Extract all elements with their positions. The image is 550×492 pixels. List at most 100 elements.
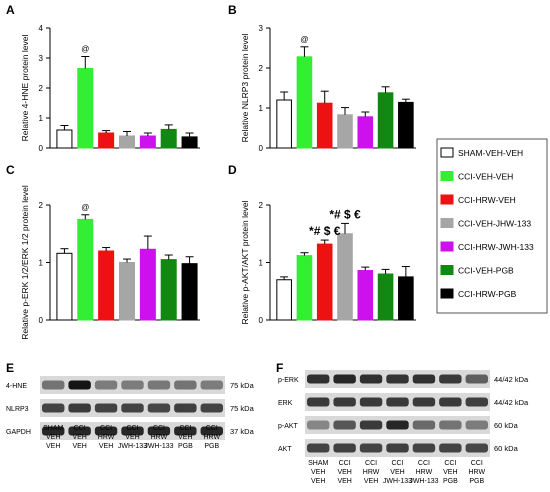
blot-f-lane-label: CCI (471, 460, 483, 467)
blot-f-lane-label: VEH (337, 478, 351, 485)
blot-f-band (465, 420, 488, 430)
panel-a-y-tick-label: 3 (39, 54, 44, 63)
panel-c-significance-mark: @ (81, 203, 89, 212)
blot-e-lane-label: CCI (126, 425, 138, 432)
blot-e-band (42, 380, 65, 390)
blot-e-lane-label: VEH (99, 443, 113, 450)
blot-f-band (307, 397, 330, 407)
panel-b-y-tick-label: 1 (259, 104, 264, 113)
panel-a-bar (181, 136, 198, 149)
blot-f-band (386, 443, 409, 453)
panel-a-bar (98, 132, 115, 149)
panel-b-y-label: Relative NLRP3 protein level (240, 34, 250, 143)
blot-f-band (307, 374, 330, 384)
blot-f-band (359, 420, 383, 430)
blot-f-kda-label: 44/42 kDa (494, 375, 529, 384)
panel-c-y-tick-label: 0 (39, 316, 44, 325)
panel-b-bar (377, 92, 394, 149)
blot-f-band (412, 374, 436, 384)
panel-d-significance-mark: *# $ € (309, 224, 341, 238)
blot-e-lane-label: SHAM (43, 425, 63, 432)
panel-d-y-tick-label: 2 (259, 201, 264, 210)
blot-f-kda-label: 44/42 kDa (494, 398, 529, 407)
legend-label: SHAM-VEH-VEH (458, 148, 523, 158)
panel-c-bar (77, 218, 94, 321)
panel-a-significance-mark: @ (81, 45, 89, 54)
panel-c-bar (181, 263, 198, 321)
panel-c-y-label: Relative p-ERK 1/2/ERK 1/2 protein level (20, 185, 30, 340)
blot-f-lane-label: JWH-133 (409, 478, 438, 485)
panel-d-y-tick-label: 1 (259, 259, 264, 268)
blot-e-lane-label: VEH (72, 434, 86, 441)
panel-d-bar (276, 279, 292, 321)
blot-f-band (465, 397, 488, 407)
legend-box (436, 138, 548, 314)
panel-d-y-label: Relative p-AKT/AKT protein level (240, 200, 250, 324)
panel-a-bar (139, 135, 156, 149)
blot-e-lane-label: CCI (153, 425, 165, 432)
panel-c-y-tick-label: 1 (39, 259, 44, 268)
blot-f-band (412, 443, 436, 453)
blot-e-lane-label: HRW (98, 434, 115, 441)
panel-a-bar (160, 128, 177, 149)
blot-f-lane-label: CCI (444, 460, 456, 467)
blot-e-band (42, 403, 65, 413)
blot-e-band (94, 403, 118, 413)
blot-e-lane-label: PGB (178, 443, 193, 450)
blot-e-kda-label: 37 kDa (230, 427, 255, 436)
legend-label: CCI-VEH-VEH (458, 172, 513, 182)
panel-a-letter: A (6, 3, 15, 17)
legend-label: CCI-HRW-PGB (458, 289, 517, 299)
blot-f-lane-label: HRW (416, 469, 433, 476)
blot-e-band (174, 380, 197, 390)
panel-b-bar (316, 102, 333, 149)
blot-e-lane-label: JWH-133 (118, 443, 147, 450)
blot-f-band (412, 397, 436, 407)
blot-e-band (121, 426, 144, 436)
panel-c-y-tick-label: 2 (39, 201, 44, 210)
blot-f-lane-label: PGB (443, 478, 458, 485)
blot-f-lane-label: HRW (363, 469, 380, 476)
panel-a-bar (56, 129, 73, 149)
blot-f-band (439, 397, 462, 407)
blot-e-band (68, 403, 91, 413)
panel-b-significance-mark: @ (300, 35, 308, 44)
panel-d-bar (398, 276, 414, 321)
blot-f-band (333, 443, 356, 453)
panel-d-bar (377, 273, 394, 321)
panel-b-letter: B (228, 3, 237, 17)
panel-c-bar (98, 250, 115, 321)
blot-e-band (174, 426, 197, 436)
legend-label: CCI-VEH-JHW-133 (458, 219, 531, 229)
blot-f-row-label: AKT (278, 446, 292, 453)
legend-swatch (440, 241, 454, 252)
blot-e-row-label: GAPDH (6, 429, 31, 436)
blot-e-band (68, 426, 91, 436)
blot-e-lane-label: PGB (204, 443, 219, 450)
panel-b-y-tick-label: 0 (259, 144, 264, 153)
panel-d-bar (357, 270, 374, 321)
panel-b-bar (398, 101, 414, 149)
blot-e-lane-label: CCI (206, 425, 218, 432)
panel-a-bar (77, 68, 94, 149)
blot-f-row-label: p-ERK (278, 377, 299, 384)
blot-f-band (439, 420, 462, 430)
legend-swatch (440, 194, 454, 205)
blot-e-letter: E (6, 361, 14, 375)
panel-c-bar (139, 248, 156, 321)
blot-f-lane-label: JWH-133 (383, 478, 412, 485)
panel-b-bar (357, 116, 374, 149)
panel-d-bar (316, 243, 333, 321)
blot-f-lane-label: CCI (339, 460, 351, 467)
blot-e-lane-label: HRW (151, 434, 168, 441)
legend-swatch (440, 218, 454, 228)
panel-d-significance-mark: *# $ € (329, 207, 361, 221)
blot-f-band (465, 374, 488, 384)
blot-e-lane-label: VEH (178, 434, 192, 441)
blot-f-lane-label: VEH (364, 478, 378, 485)
blot-f-row-label: ERK (278, 400, 293, 407)
panel-d-bar (296, 255, 313, 321)
blot-f-lane-label: VEH (311, 469, 325, 476)
blot-e-kda-label: 75 kDa (230, 381, 255, 390)
